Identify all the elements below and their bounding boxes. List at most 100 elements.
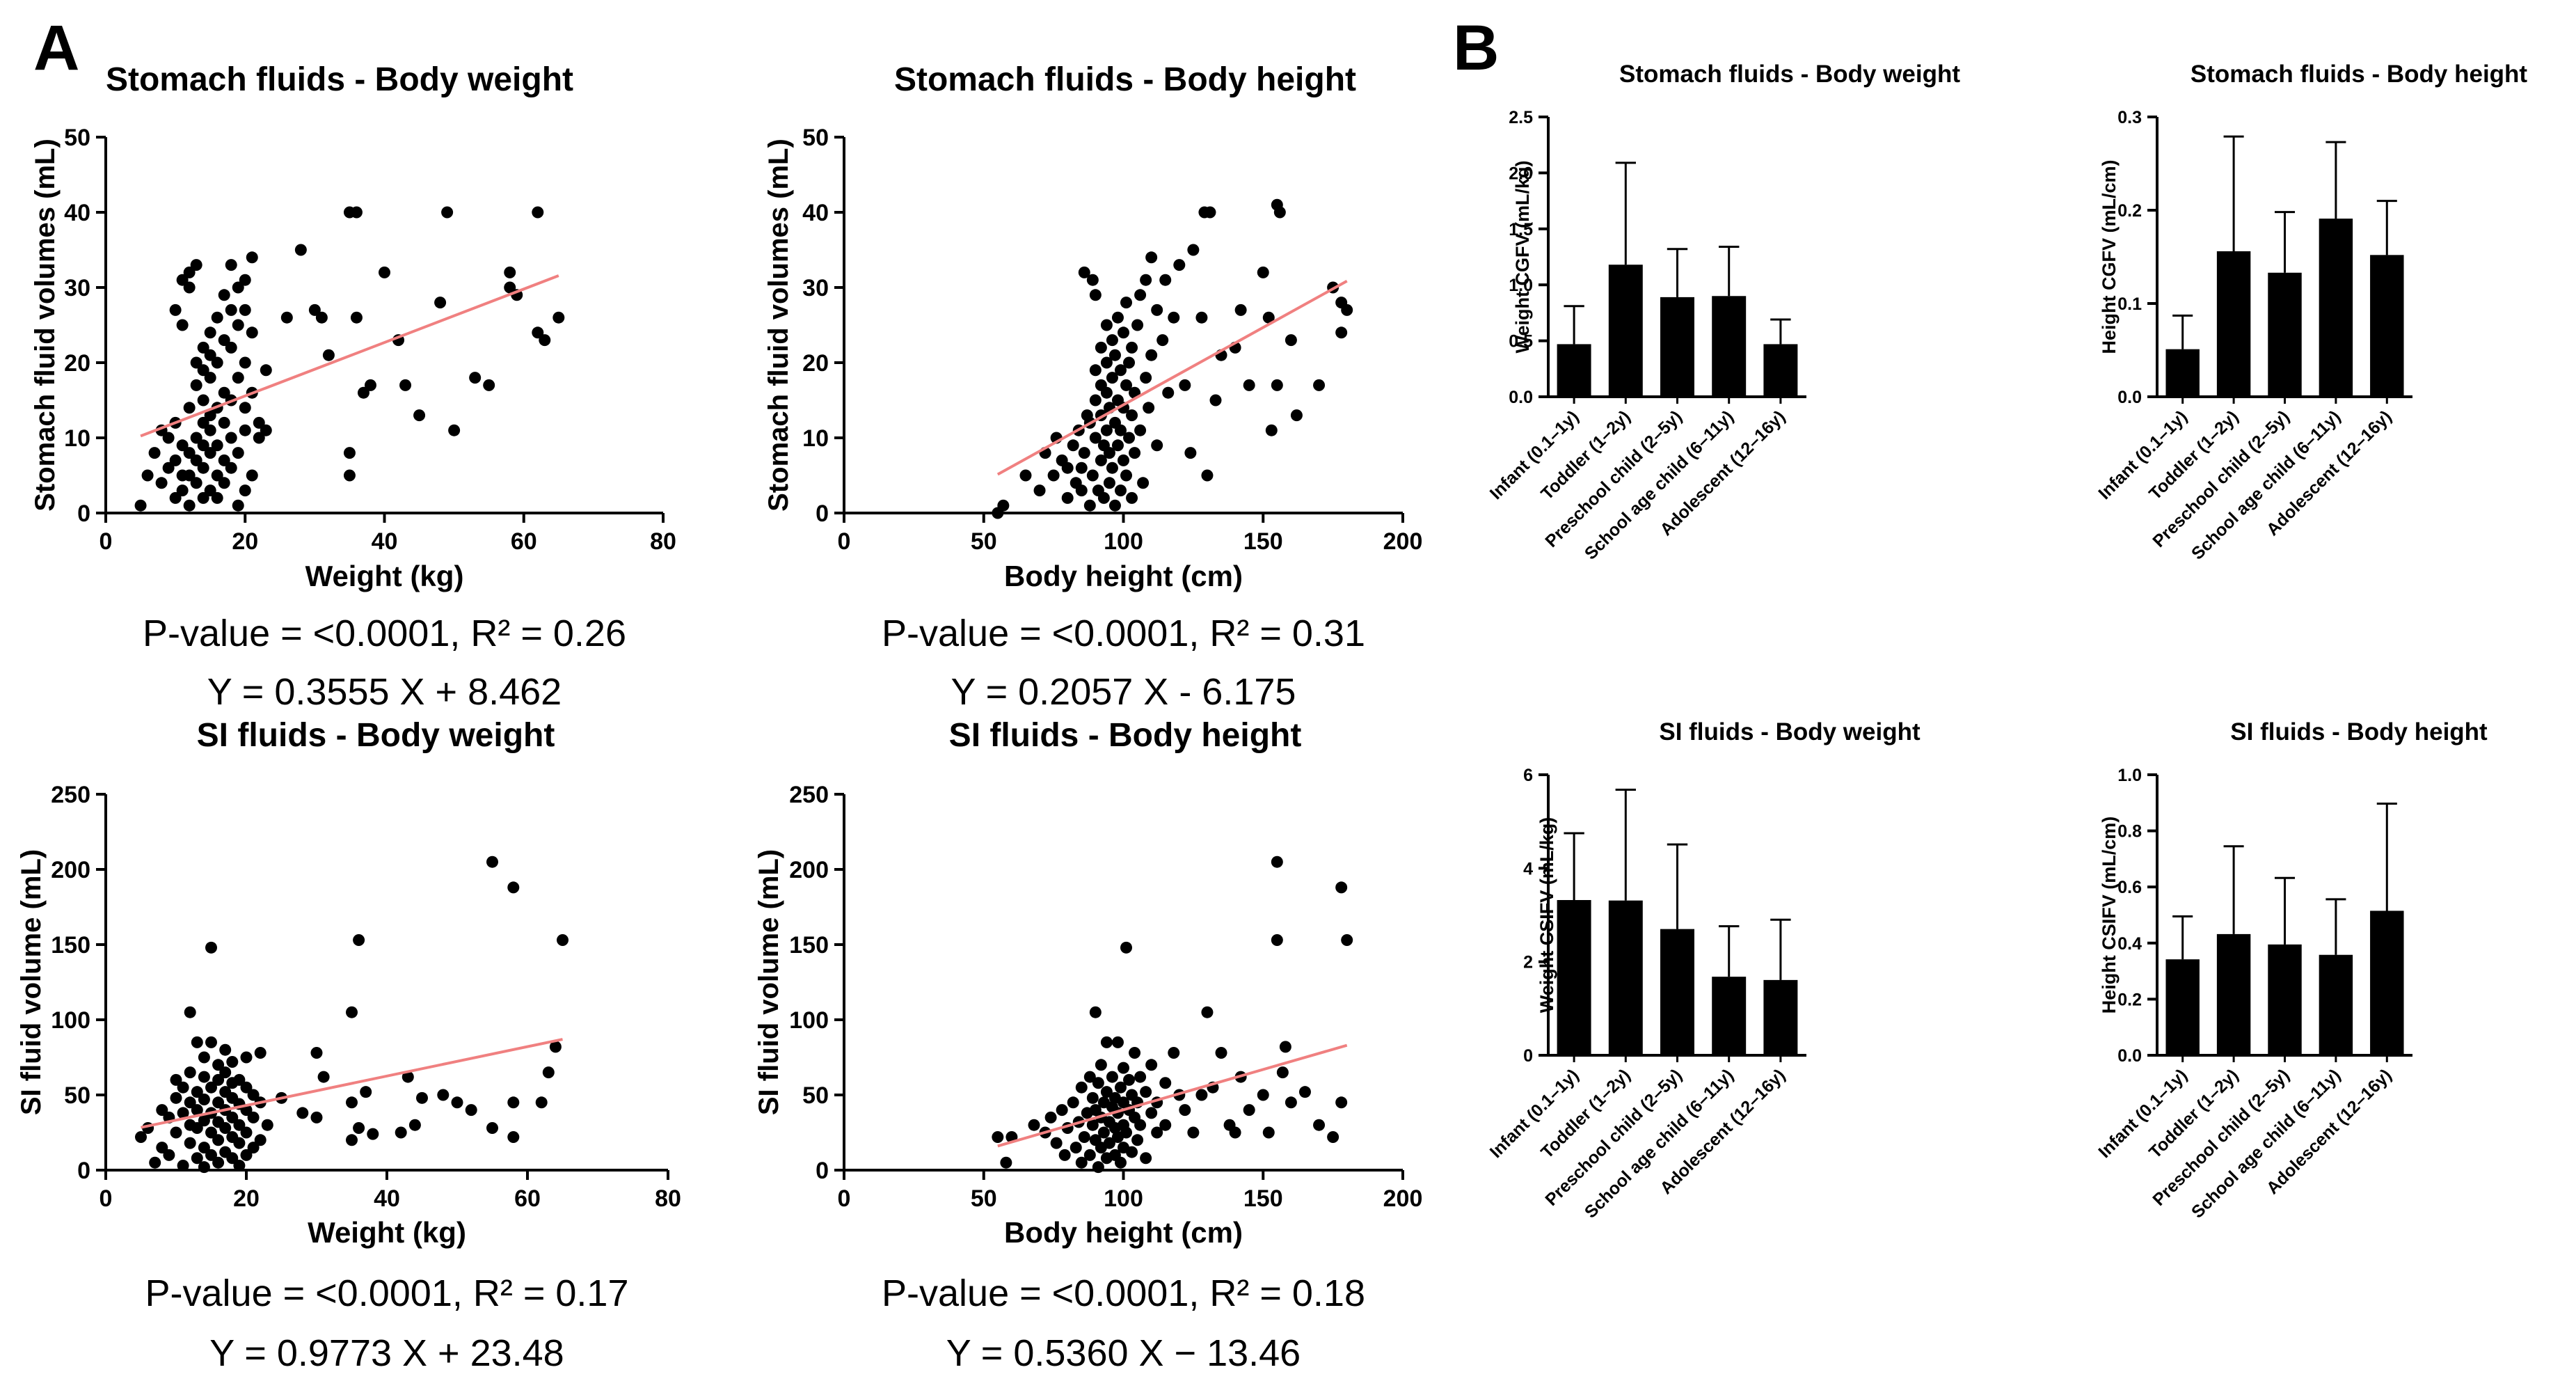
data-point	[1095, 1059, 1107, 1071]
data-point	[1000, 1156, 1012, 1169]
data-point	[191, 1152, 203, 1165]
data-point	[148, 447, 161, 459]
data-point	[191, 1086, 203, 1098]
data-point	[1313, 379, 1326, 391]
data-point	[204, 349, 216, 361]
data-point	[1050, 1137, 1063, 1149]
data-point	[233, 1160, 246, 1172]
data-point	[1341, 303, 1353, 316]
data-point	[239, 356, 251, 369]
data-point	[1056, 1104, 1068, 1117]
x-tick-label: 0	[838, 1185, 851, 1212]
data-point	[1285, 334, 1297, 347]
data-point	[1075, 1156, 1088, 1169]
data-point	[1033, 484, 1046, 497]
data-point	[190, 454, 202, 466]
data-point	[190, 259, 202, 271]
data-point	[486, 1122, 498, 1135]
x-tick-label: 40	[372, 528, 398, 555]
y-axis-label: Stomach fluid volumes (mL)	[763, 139, 794, 512]
data-point	[1114, 1081, 1127, 1094]
data-point	[183, 402, 196, 414]
x-tick-label: 40	[374, 1185, 400, 1212]
data-point	[1123, 432, 1136, 444]
chart-b4: SI fluids - Body height Height CSIFV (mL/…	[2094, 718, 2488, 1222]
data-point	[204, 326, 216, 339]
data-point	[1044, 1111, 1057, 1123]
stat-text: P-value = <0.0001, R² = 0.31	[882, 613, 1365, 654]
data-point	[1159, 1077, 1172, 1089]
data-point	[225, 341, 237, 354]
data-point	[1335, 1096, 1348, 1109]
x-tick-label: 20	[233, 1185, 260, 1212]
data-point	[399, 379, 412, 391]
data-point	[205, 1081, 217, 1094]
data-point	[233, 1119, 246, 1131]
data-point	[1131, 319, 1144, 331]
bar	[2319, 219, 2353, 397]
data-point	[253, 432, 265, 444]
data-point	[1095, 454, 1107, 466]
data-point	[1134, 424, 1147, 436]
data-point	[246, 469, 258, 482]
data-point	[1123, 1073, 1136, 1086]
y-tick-label: 2.5	[1509, 108, 1533, 127]
data-point	[1061, 462, 1074, 474]
bar	[1763, 979, 1798, 1055]
data-point	[1151, 1126, 1163, 1139]
data-point	[1120, 941, 1133, 954]
data-point	[1137, 477, 1150, 489]
stat-text: P-value = <0.0001, R² = 0.17	[145, 1272, 629, 1314]
bar	[1712, 977, 1747, 1055]
data-point	[1187, 244, 1200, 256]
y-tick-label: 0.8	[2117, 822, 2142, 842]
data-point	[535, 1096, 548, 1109]
data-point	[1229, 1126, 1241, 1139]
data-point	[294, 244, 307, 256]
x-tick-label: 200	[1383, 528, 1423, 555]
y-tick-label: 0	[816, 500, 829, 527]
data-point	[239, 274, 251, 286]
data-point	[239, 402, 251, 414]
data-point	[1143, 402, 1155, 414]
data-point	[483, 379, 495, 391]
data-point	[225, 462, 237, 474]
data-point	[205, 1149, 217, 1161]
data-point	[169, 303, 182, 316]
data-point	[226, 1111, 239, 1123]
data-point	[170, 1091, 182, 1104]
data-point	[315, 311, 328, 324]
data-point	[1341, 934, 1353, 947]
y-tick-label: 40	[802, 200, 829, 226]
data-point	[198, 1071, 210, 1083]
data-point	[1078, 447, 1090, 459]
data-point	[162, 462, 175, 474]
data-point	[1159, 274, 1172, 286]
data-point	[1092, 1161, 1104, 1174]
data-point	[1118, 326, 1129, 339]
data-point	[218, 334, 230, 347]
data-point	[1086, 274, 1099, 286]
data-point	[1097, 491, 1110, 504]
data-point	[1089, 432, 1102, 444]
data-point	[1078, 266, 1090, 278]
data-point	[1095, 341, 1107, 354]
equation-text: Y = 0.5360 X − 13.46	[946, 1332, 1301, 1374]
data-point	[310, 1047, 323, 1059]
data-point	[552, 311, 565, 324]
data-point	[141, 469, 154, 482]
y-tick-label: 40	[64, 200, 90, 226]
data-point	[1019, 469, 1032, 482]
data-point	[346, 1134, 358, 1146]
data-point	[204, 447, 216, 459]
data-point	[346, 1006, 358, 1018]
x-axis-label: Weight (kg)	[305, 560, 464, 592]
bar	[2216, 933, 2251, 1055]
x-tick-label: 150	[1243, 528, 1283, 555]
y-tick-label: 0.4	[2117, 934, 2142, 954]
data-point	[557, 934, 569, 947]
y-tick-label: 0.6	[2117, 878, 2142, 897]
y-tick-label: 50	[802, 125, 829, 151]
data-point	[448, 424, 461, 436]
